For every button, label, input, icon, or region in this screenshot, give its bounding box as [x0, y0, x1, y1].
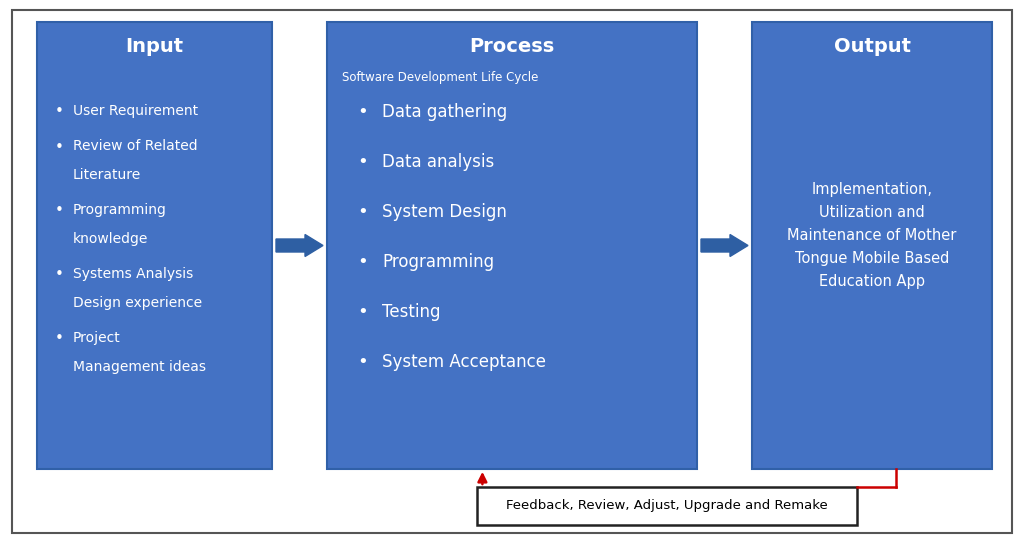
Text: •: •	[357, 353, 368, 371]
Text: •: •	[55, 204, 63, 218]
Text: User Requirement: User Requirement	[73, 104, 198, 118]
Text: Feedback, Review, Adjust, Upgrade and Remake: Feedback, Review, Adjust, Upgrade and Re…	[506, 500, 827, 513]
Text: •: •	[357, 153, 368, 171]
Bar	[752, 22, 992, 469]
Text: Input: Input	[125, 36, 183, 55]
Text: •: •	[357, 103, 368, 121]
Text: Literature: Literature	[73, 168, 141, 182]
Bar	[37, 22, 272, 469]
Text: Programming: Programming	[73, 204, 167, 218]
Bar	[477, 487, 857, 525]
Text: Project: Project	[73, 331, 121, 345]
Text: Data analysis: Data analysis	[382, 153, 495, 171]
Text: Management ideas: Management ideas	[73, 360, 206, 374]
Text: Programming: Programming	[382, 253, 495, 271]
Text: Process: Process	[469, 36, 555, 55]
Text: Software Development Life Cycle: Software Development Life Cycle	[342, 71, 539, 84]
Text: Systems Analysis: Systems Analysis	[73, 268, 194, 281]
Text: Implementation,
Utilization and
Maintenance of Mother
Tongue Mobile Based
Educat: Implementation, Utilization and Maintena…	[787, 182, 956, 288]
Text: Output: Output	[834, 36, 910, 55]
Text: System Design: System Design	[382, 203, 507, 221]
Text: •: •	[357, 253, 368, 271]
Text: knowledge: knowledge	[73, 232, 148, 246]
Polygon shape	[701, 235, 748, 256]
Text: Data gathering: Data gathering	[382, 103, 507, 121]
Text: •: •	[55, 140, 63, 155]
Text: Review of Related: Review of Related	[73, 140, 198, 154]
Bar	[327, 22, 697, 469]
Text: Testing: Testing	[382, 303, 440, 321]
Polygon shape	[276, 235, 323, 256]
Text: Design experience: Design experience	[73, 296, 202, 310]
Text: •: •	[357, 303, 368, 321]
Text: •: •	[55, 331, 63, 346]
Text: •: •	[357, 203, 368, 221]
Text: System Acceptance: System Acceptance	[382, 353, 546, 371]
Text: •: •	[55, 268, 63, 282]
Text: •: •	[55, 104, 63, 119]
